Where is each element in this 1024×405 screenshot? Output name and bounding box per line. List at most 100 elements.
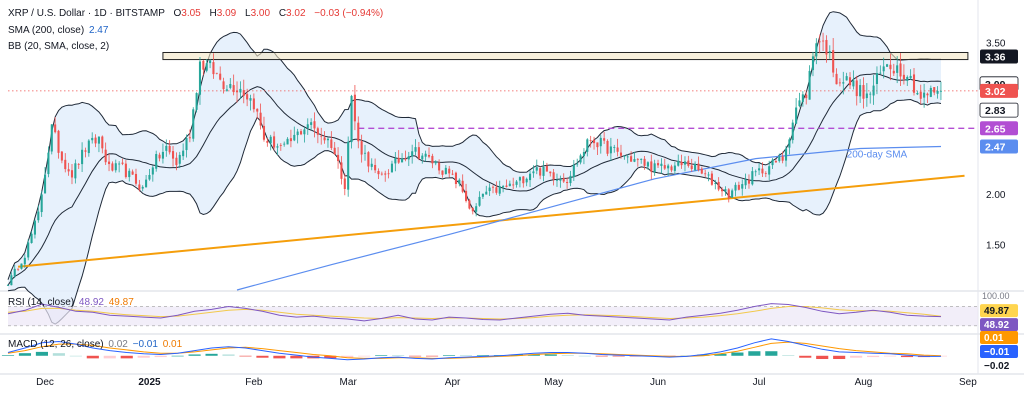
candle xyxy=(636,159,639,161)
candle xyxy=(909,75,912,79)
candle xyxy=(744,179,747,186)
candle xyxy=(592,139,596,144)
x-tick-label: Sep xyxy=(959,377,977,388)
macd-histogram-bar xyxy=(884,355,897,357)
candle xyxy=(128,170,131,178)
candle xyxy=(539,168,542,176)
candle xyxy=(660,163,663,166)
candle xyxy=(720,189,724,192)
candle xyxy=(461,180,464,192)
candle xyxy=(131,171,134,175)
sma-200-line xyxy=(236,145,942,291)
candle xyxy=(269,136,272,144)
candle xyxy=(835,73,838,85)
candle xyxy=(343,178,346,189)
candle xyxy=(380,173,383,175)
candle xyxy=(421,155,424,160)
macd-histogram-bar xyxy=(459,355,473,356)
x-tick-label: Dec xyxy=(36,377,54,388)
candle xyxy=(118,163,121,165)
candle xyxy=(859,85,862,97)
macd-histogram-bar xyxy=(731,352,744,356)
rsi-value: 48.92 xyxy=(78,297,104,308)
candle xyxy=(795,107,798,124)
candle xyxy=(656,163,660,166)
candle xyxy=(360,141,363,155)
candle xyxy=(505,185,508,187)
candle xyxy=(502,186,505,188)
macd-histogram-bar xyxy=(290,355,303,359)
macd-histogram-bar xyxy=(544,354,557,356)
candle xyxy=(417,147,420,159)
macd-histogram-bar xyxy=(137,355,150,358)
candle xyxy=(44,174,47,194)
price-label: 2.47 xyxy=(985,141,1006,153)
candle xyxy=(761,168,764,174)
macd-histogram-bar xyxy=(476,355,490,356)
macd-hist-value: 0.02 xyxy=(108,339,128,350)
candle xyxy=(576,163,579,165)
candle xyxy=(889,64,892,70)
candle xyxy=(249,98,252,101)
candle xyxy=(148,174,151,180)
candle xyxy=(619,152,623,156)
candle xyxy=(555,179,559,181)
candle xyxy=(448,168,451,174)
candle xyxy=(545,165,548,172)
candle xyxy=(704,173,707,175)
bb-label: BB (20, SMA, close, 2) xyxy=(8,41,110,52)
candle xyxy=(822,40,825,42)
candle xyxy=(646,162,649,167)
macd-histogram-bar xyxy=(86,355,99,359)
candle xyxy=(229,83,232,88)
candle xyxy=(566,181,569,184)
candle xyxy=(188,137,191,139)
candle xyxy=(192,109,195,139)
macd-histogram-bar xyxy=(341,355,354,358)
candle xyxy=(114,163,117,171)
candle xyxy=(633,159,636,162)
x-tick-label: Apr xyxy=(445,377,461,388)
candle xyxy=(310,122,313,125)
candle xyxy=(171,151,175,159)
macd-histogram-bar xyxy=(358,355,371,357)
macd-histogram-bar xyxy=(273,355,286,359)
candle xyxy=(525,178,528,183)
open-value: 3.05 xyxy=(181,8,201,19)
x-tick-label: 2025 xyxy=(138,377,161,388)
change-value: −0.03 (−0.94%) xyxy=(314,8,384,19)
candle xyxy=(855,80,858,97)
candle xyxy=(589,140,592,141)
candle xyxy=(788,139,791,148)
candle xyxy=(673,165,676,171)
candle xyxy=(316,128,319,135)
macd-histogram-bar xyxy=(714,353,727,356)
candle xyxy=(50,124,53,152)
macd-histogram-bar xyxy=(578,355,591,357)
candle xyxy=(451,173,454,175)
candle xyxy=(845,76,848,81)
macd-histogram-bar xyxy=(103,355,116,359)
rsi-line xyxy=(7,303,942,322)
candle xyxy=(687,160,690,166)
candle xyxy=(438,162,441,171)
candle xyxy=(791,122,794,141)
candle xyxy=(256,108,259,112)
candle xyxy=(296,131,299,136)
macd-histogram-bar xyxy=(782,355,795,356)
candle xyxy=(518,177,521,181)
candle xyxy=(134,173,138,184)
candle xyxy=(168,145,171,153)
candle xyxy=(70,170,74,178)
candle xyxy=(842,82,845,84)
macd-legend: MACD (12, 26, close) 0.02 −0.01 0.01 xyxy=(8,339,182,350)
macd-histogram-bar xyxy=(18,353,32,356)
price-header: XRP / U.S. Dollar · 1D · BITSTAMP O3.05 … xyxy=(8,8,384,19)
macd-line-value: −0.01 xyxy=(132,339,158,350)
candle xyxy=(242,90,245,96)
candle xyxy=(515,181,518,185)
candle xyxy=(138,184,141,190)
candle xyxy=(458,179,461,184)
candle xyxy=(215,72,218,74)
